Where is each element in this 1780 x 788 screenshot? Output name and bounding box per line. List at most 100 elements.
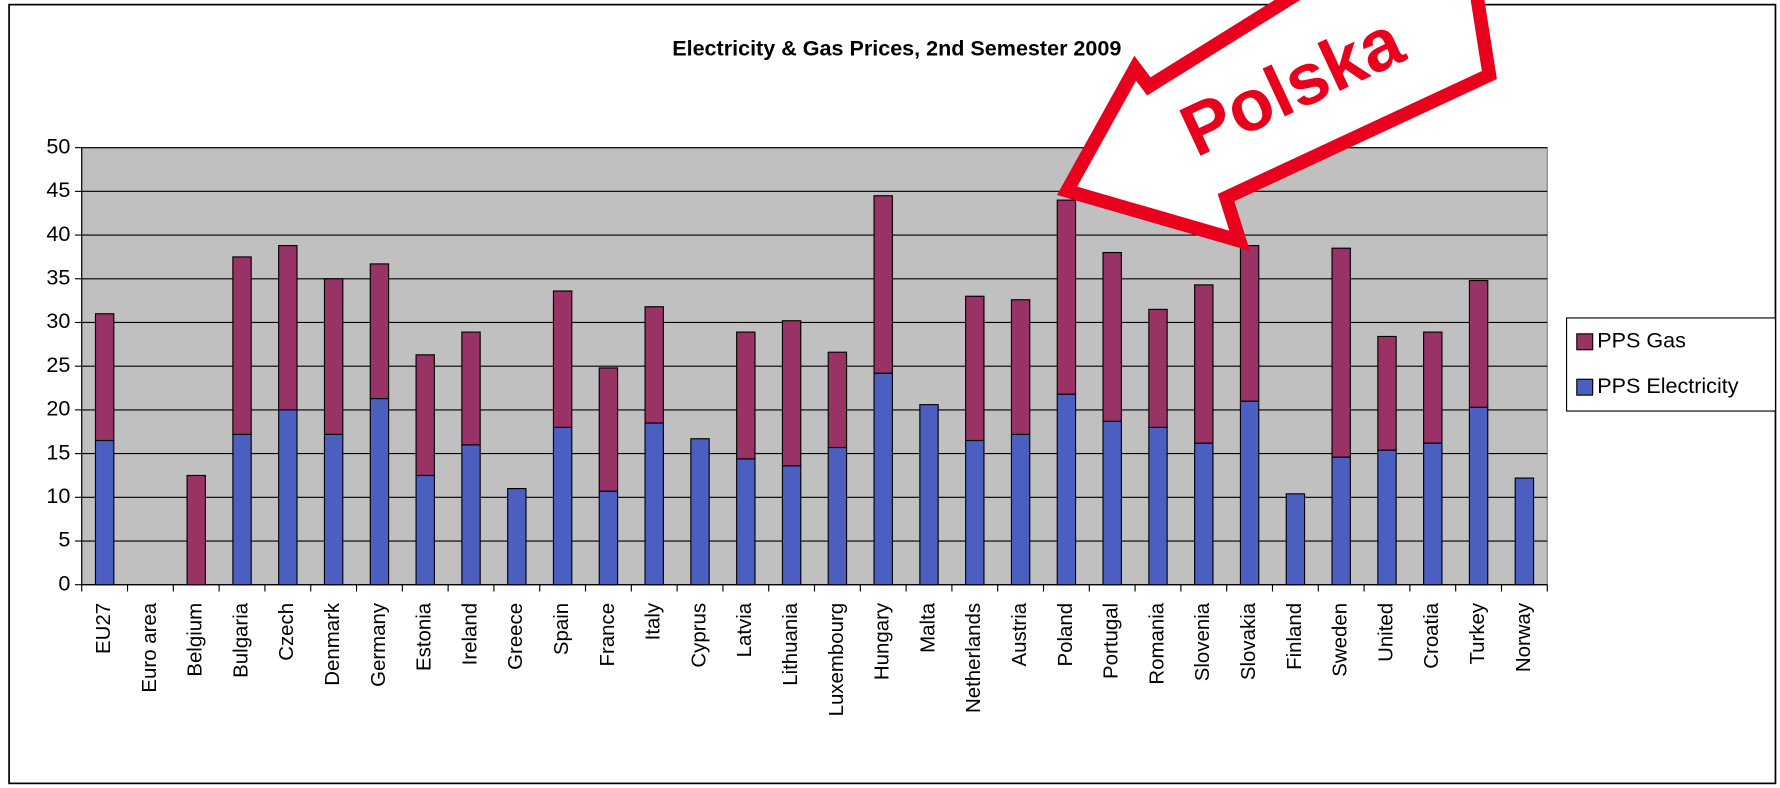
bar-segment xyxy=(873,372,893,586)
x-tick-label: France xyxy=(597,603,619,667)
x-tick-label: Czech xyxy=(276,603,298,661)
bar-segment xyxy=(232,433,252,586)
bar-segment xyxy=(1010,299,1031,435)
bar-segment xyxy=(1377,449,1397,586)
bar-segment xyxy=(736,458,756,586)
x-tick-label: Hungary xyxy=(872,602,894,680)
chart-title: Electricity & Gas Prices, 2nd Semester 2… xyxy=(672,36,1121,61)
bar-segment xyxy=(552,426,573,586)
y-tick-label: 45 xyxy=(46,177,70,202)
bar-segment xyxy=(278,244,298,411)
x-tick-label: Portugal xyxy=(1101,603,1123,679)
bar-segment xyxy=(781,320,802,467)
x-tick-label: Germany xyxy=(368,602,390,687)
bar-segment xyxy=(94,439,115,586)
bar-segment xyxy=(965,295,985,442)
bar-segment xyxy=(323,278,344,435)
x-tick-label: Greece xyxy=(505,603,527,670)
y-tick-label: 25 xyxy=(46,352,70,377)
bar-segment xyxy=(1423,331,1443,444)
bar-segment xyxy=(507,487,527,586)
x-tick-label: Turkey xyxy=(1467,602,1489,664)
bar-segment xyxy=(1468,406,1489,586)
x-tick-label: Norway xyxy=(1513,602,1535,672)
y-tick-label: 15 xyxy=(46,439,70,464)
bar-segment xyxy=(781,465,802,586)
x-tick-label: Belgium xyxy=(185,603,207,677)
bar-segment xyxy=(1239,400,1260,586)
x-tick-label: Poland xyxy=(1055,603,1077,667)
bar-segment xyxy=(1423,442,1443,586)
bar-segment xyxy=(415,474,435,586)
bar-segment xyxy=(369,263,390,400)
bar-segment xyxy=(1056,393,1077,586)
bar-segment xyxy=(1468,279,1489,408)
x-tick-label: Austria xyxy=(1009,602,1031,666)
bar-segment xyxy=(736,331,756,460)
bar-segment xyxy=(644,422,664,586)
y-tick-label: 10 xyxy=(46,483,70,508)
legend-box xyxy=(1566,317,1777,412)
bar-segment xyxy=(1194,284,1214,444)
x-tick-label: Cyprus xyxy=(688,603,710,668)
bar-segment xyxy=(1148,308,1168,428)
bar-segment xyxy=(1148,426,1168,586)
legend-label: PPS Gas xyxy=(1597,327,1686,352)
x-tick-label: Denmark xyxy=(322,602,344,686)
y-tick-label: 35 xyxy=(46,264,70,289)
y-tick-label: 0 xyxy=(58,570,70,595)
x-tick-label: Ireland xyxy=(459,603,481,665)
legend-label: PPS Electricity xyxy=(1597,373,1739,398)
bar-segment xyxy=(461,331,481,446)
bar-segment xyxy=(919,404,939,586)
x-tick-label: Euro area xyxy=(139,602,161,692)
bar-segment xyxy=(369,397,390,586)
bar-segment xyxy=(1331,247,1351,458)
y-tick-label: 20 xyxy=(46,396,70,421)
x-tick-label: Latvia xyxy=(734,602,756,657)
x-tick-label: Malta xyxy=(917,602,939,653)
bar-segment xyxy=(1285,493,1306,586)
bar-segment xyxy=(827,446,848,586)
y-tick-label: 40 xyxy=(46,221,70,246)
x-tick-label: Estonia xyxy=(414,602,436,671)
x-tick-label: Slovakia xyxy=(1238,602,1260,680)
bar-segment xyxy=(598,367,619,492)
bar-segment xyxy=(278,409,298,586)
x-tick-label: Spain xyxy=(551,603,573,655)
x-tick-label: EU27 xyxy=(93,603,115,654)
bar-segment xyxy=(690,438,710,586)
bar-segment xyxy=(1239,244,1260,402)
x-tick-label: Croatia xyxy=(1421,602,1443,668)
y-tick-label: 30 xyxy=(46,308,70,333)
bar-segment xyxy=(232,256,252,435)
bar-segment xyxy=(644,306,664,424)
bar-segment xyxy=(873,195,893,374)
bar-segment xyxy=(323,433,344,586)
x-tick-label: Sweden xyxy=(1330,603,1352,677)
bar-segment xyxy=(1514,477,1535,586)
bar-segment xyxy=(1010,433,1031,586)
bar-segment xyxy=(1331,456,1351,586)
bar-segment xyxy=(461,444,481,586)
bar-segment xyxy=(965,439,985,586)
bar-segment xyxy=(1102,251,1122,422)
y-tick-label: 5 xyxy=(58,527,70,552)
x-tick-label: Luxembourg xyxy=(826,603,848,717)
x-tick-label: Lithuania xyxy=(780,602,802,686)
bar-segment xyxy=(1102,420,1122,586)
bar-segment xyxy=(1056,199,1077,395)
x-tick-label: Bulgaria xyxy=(230,602,252,678)
x-tick-label: Netherlands xyxy=(963,603,985,713)
x-tick-label: Italy xyxy=(643,602,665,640)
bar-segment xyxy=(186,474,206,586)
x-tick-label: Romania xyxy=(1146,602,1168,684)
x-tick-label: Slovenia xyxy=(1192,602,1214,681)
bar-segment xyxy=(552,290,573,428)
bar-segment xyxy=(598,490,619,586)
x-tick-label: Finland xyxy=(1284,603,1306,670)
bar-segment xyxy=(415,354,435,477)
legend-swatch xyxy=(1576,333,1594,351)
bar-segment xyxy=(1377,335,1397,451)
